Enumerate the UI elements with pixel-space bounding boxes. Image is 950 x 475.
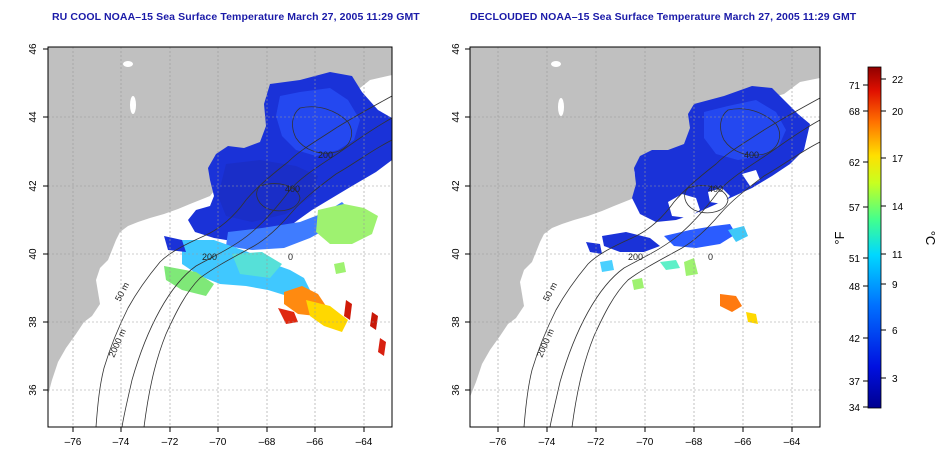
x-axis-labels: –76 –74 –72 –70 –68 –66 –64 [65, 437, 373, 448]
x-tick-label: –68 [686, 437, 703, 448]
f-tick-label: 71 [849, 81, 861, 92]
x-tick-label: –64 [356, 437, 373, 448]
graticule [470, 47, 820, 427]
right-map: 50 m 2000 m 200 400 400 0 –76 –74 –72 –7… [451, 43, 821, 448]
y-axis-labels: 36 38 40 42 44 46 [451, 43, 462, 396]
contour-label-400: 400 [285, 184, 300, 194]
y-tick-label: 36 [28, 384, 39, 396]
left-map-title: RU COOL NOAA–15 Sea Surface Temperature … [52, 11, 420, 23]
land-mass [48, 47, 392, 395]
colorbar: 71 68 62 57 51 48 42 37 34 22 20 17 14 1… [832, 66, 938, 414]
x-tick-label: –76 [65, 437, 82, 448]
celsius-unit-label: °C [923, 231, 938, 246]
contour-label-400: 400 [708, 184, 723, 194]
bathymetry-contours [95, 95, 392, 427]
y-tick-label: 42 [28, 180, 39, 192]
y-tick-label: 46 [451, 43, 462, 55]
x-tick-label: –68 [259, 437, 276, 448]
map-frame [47, 46, 393, 428]
contour-label-0: 0 [708, 252, 713, 262]
contour-label-0: 0 [288, 252, 293, 262]
c-tick-label: 20 [892, 107, 904, 118]
land-mass [470, 47, 820, 397]
sst-data-overlay [164, 72, 392, 356]
x-tick-label: –70 [210, 437, 227, 448]
y-tick-label: 40 [451, 248, 462, 260]
c-tick-label: 17 [892, 154, 904, 165]
x-axis-labels: –76 –74 –72 –70 –68 –66 –64 [490, 437, 801, 448]
x-tick-label: –74 [539, 437, 556, 448]
x-tick-label: –74 [113, 437, 130, 448]
right-map-title: DECLOUDED NOAA–15 Sea Surface Temperatur… [470, 11, 857, 23]
f-tick-label: 57 [849, 203, 861, 214]
c-tick-label: 22 [892, 75, 904, 86]
y-tick-label: 38 [451, 316, 462, 328]
y-tick-label: 44 [451, 111, 462, 123]
y-tick-label: 36 [451, 384, 462, 396]
contour-label-400b: 400 [744, 150, 759, 160]
x-tick-label: –70 [637, 437, 654, 448]
c-tick-label: 6 [892, 326, 898, 337]
f-tick-label: 68 [849, 107, 861, 118]
bathymetry-contours [523, 97, 820, 427]
y-tick-label: 46 [28, 43, 39, 55]
y-tick-label: 42 [451, 180, 462, 192]
x-tick-label: –72 [162, 437, 179, 448]
contour-label-200: 200 [628, 252, 643, 262]
c-tick-label: 11 [892, 250, 903, 261]
fahrenheit-ticks: 71 68 62 57 51 48 42 37 34 [849, 81, 861, 414]
f-tick-label: 48 [849, 282, 861, 293]
fahrenheit-unit-label: °F [832, 231, 847, 244]
y-tick-label: 44 [28, 111, 39, 123]
f-tick-label: 42 [849, 334, 861, 345]
contour-label-200b: 200 [318, 150, 333, 160]
x-tick-label: –64 [784, 437, 801, 448]
y-tick-label: 40 [28, 248, 39, 260]
contour-label-200: 200 [202, 252, 217, 262]
left-map: 50 m 2000 m 200 400 200 0 –76 –74 –72 –7… [28, 43, 393, 448]
c-tick-label: 3 [892, 374, 898, 385]
c-tick-label: 9 [892, 280, 898, 291]
f-tick-label: 51 [849, 254, 861, 265]
x-tick-label: –76 [490, 437, 507, 448]
c-tick-label: 14 [892, 202, 904, 213]
f-tick-label: 37 [849, 377, 861, 388]
colorbar-gradient [867, 66, 882, 409]
y-axis-labels: 36 38 40 42 44 46 [28, 43, 39, 396]
graticule [48, 47, 392, 427]
f-tick-label: 62 [849, 158, 861, 169]
x-tick-label: –66 [735, 437, 752, 448]
y-tick-label: 38 [28, 316, 39, 328]
x-tick-label: –66 [307, 437, 324, 448]
x-tick-label: –72 [588, 437, 605, 448]
f-tick-label: 34 [849, 403, 861, 414]
celsius-ticks: 22 20 17 14 11 9 6 3 [892, 75, 904, 385]
